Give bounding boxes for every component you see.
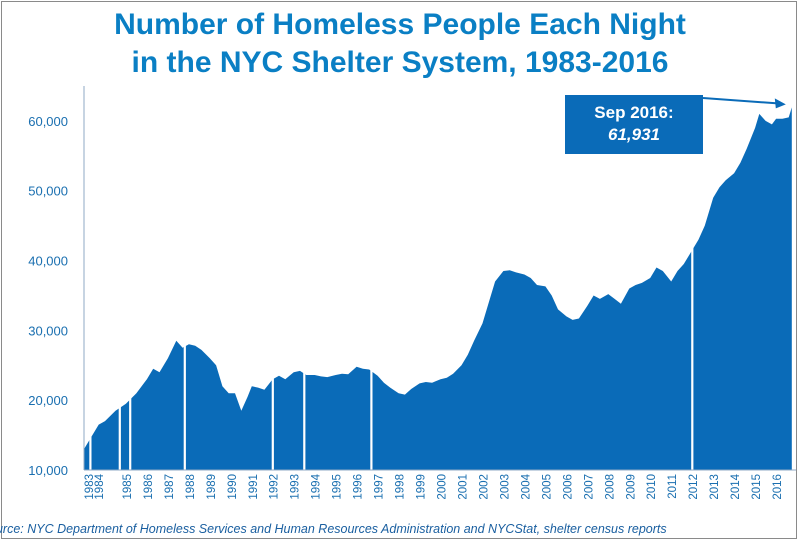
x-tick-label: 1989: [206, 474, 218, 500]
y-tick-label: 20,000: [28, 393, 68, 408]
x-tick-label: 1988: [185, 474, 197, 500]
x-tick-label: 2007: [583, 474, 595, 500]
x-tick-label: 1993: [290, 474, 302, 500]
x-tick-label: 1984: [94, 473, 106, 499]
x-tick-label: 2011: [667, 474, 679, 499]
callout-box: Sep 2016: 61,931: [565, 95, 703, 154]
callout-arrow-head: [774, 98, 786, 109]
bar-gap: [183, 86, 186, 470]
x-tick-label: 2002: [479, 474, 491, 500]
x-tick-label: 1985: [122, 474, 134, 500]
x-tick-label: 1998: [395, 474, 407, 500]
x-tick-label: 1997: [374, 474, 386, 500]
bar-gap: [129, 86, 132, 470]
x-tick-label: 2013: [709, 474, 721, 500]
x-tick-label: 1987: [164, 474, 176, 500]
axes: [83, 86, 796, 471]
y-tick-labels: 10,000 20,000 30,000 40,000 50,000 60,000: [28, 114, 68, 478]
bar-gaps: [89, 86, 694, 470]
x-tick-label: 1994: [311, 473, 323, 499]
x-tick-label: 1999: [416, 474, 428, 500]
x-tick-label: 1992: [269, 474, 281, 500]
bar-gap: [271, 86, 274, 470]
x-tick-label: 2015: [751, 474, 763, 500]
x-tick-label: 2006: [562, 474, 574, 500]
x-tick-label: 1983: [84, 474, 96, 500]
x-tick-label: 2008: [604, 474, 616, 500]
callout-arrow: [702, 97, 786, 109]
chart-title-line-2: in the NYC Shelter System, 1983-2016: [131, 46, 669, 79]
source-text: ource: NYC Department of Homeless Servic…: [0, 522, 667, 536]
bar-gap: [89, 86, 92, 470]
bar-gap: [370, 86, 373, 470]
chart-title-line-1: Number of Homeless People Each Night: [114, 8, 686, 41]
x-tick-label: 2001: [458, 474, 470, 500]
x-tick-label: 2010: [646, 474, 658, 500]
callout-arrow-line: [702, 97, 778, 105]
y-tick-label: 10,000: [28, 463, 68, 478]
bar-gap: [118, 86, 121, 470]
x-tick-label: 2016: [772, 474, 784, 500]
y-tick-label: 40,000: [28, 254, 68, 269]
x-tick-label: 2004: [520, 473, 532, 499]
x-tick-label: 2009: [625, 474, 637, 500]
x-tick-label: 2012: [688, 474, 700, 500]
x-tick-label: 1996: [353, 474, 365, 500]
x-tick-label: 1995: [332, 474, 344, 500]
x-tick-label: 1991: [248, 474, 260, 500]
area-series: [84, 107, 792, 471]
chart-title: Number of Homeless People Each Night in …: [0, 6, 800, 82]
x-tick-label: 2003: [499, 474, 511, 500]
bar-gap: [303, 86, 306, 470]
callout-value: 61,931: [608, 125, 660, 144]
x-tick-label: 2014: [730, 473, 742, 499]
bar-gap: [691, 86, 694, 470]
y-tick-label: 30,000: [28, 323, 68, 338]
x-tick-label: 2000: [437, 474, 449, 500]
y-tick-label: 60,000: [28, 114, 68, 129]
x-tick-label: 2005: [541, 474, 553, 500]
x-tick-label: 1990: [227, 474, 239, 500]
y-tick-label: 50,000: [28, 184, 68, 199]
source-note: ource: NYC Department of Homeless Servic…: [0, 522, 800, 536]
x-tick-label: 1986: [143, 474, 155, 500]
callout-label: Sep 2016:: [594, 103, 674, 122]
area-fill: [84, 107, 792, 471]
